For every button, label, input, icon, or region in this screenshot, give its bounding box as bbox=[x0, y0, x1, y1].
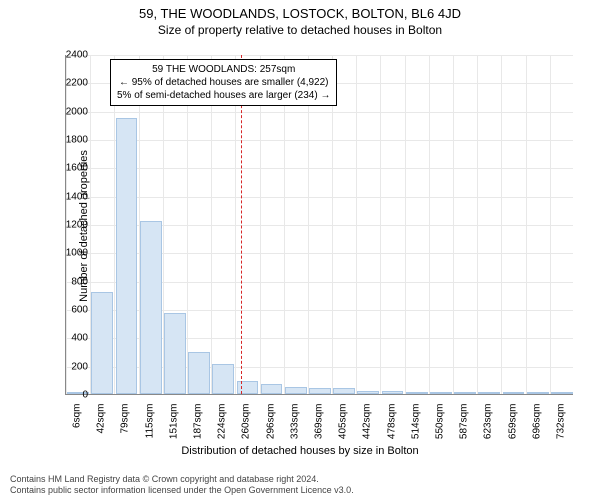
x-tick-label: 151sqm bbox=[168, 404, 179, 444]
x-tick-label: 79sqm bbox=[120, 404, 131, 444]
y-tick-label: 1600 bbox=[48, 163, 88, 174]
x-tick-label: 224sqm bbox=[217, 404, 228, 444]
gridline-v bbox=[429, 55, 430, 394]
gridline-h bbox=[66, 140, 573, 141]
y-tick-label: 200 bbox=[48, 361, 88, 372]
info-box-line1: 59 THE WOODLANDS: 257sqm bbox=[117, 63, 330, 76]
x-tick-label: 696sqm bbox=[531, 404, 542, 444]
x-tick-label: 732sqm bbox=[555, 404, 566, 444]
x-tick-label: 369sqm bbox=[314, 404, 325, 444]
x-tick-label: 550sqm bbox=[434, 404, 445, 444]
y-tick-label: 2000 bbox=[48, 106, 88, 117]
histogram-bar bbox=[309, 388, 331, 394]
y-tick-label: 0 bbox=[48, 390, 88, 401]
footer-line1: Contains HM Land Registry data © Crown c… bbox=[10, 474, 590, 485]
gridline-v bbox=[405, 55, 406, 394]
plot-area bbox=[65, 55, 573, 395]
gridline-v bbox=[453, 55, 454, 394]
y-tick-label: 1800 bbox=[48, 135, 88, 146]
gridline-v bbox=[356, 55, 357, 394]
histogram-bar bbox=[188, 352, 210, 395]
chart-container: 59, THE WOODLANDS, LOSTOCK, BOLTON, BL6 … bbox=[0, 0, 600, 500]
y-tick-label: 400 bbox=[48, 333, 88, 344]
histogram-bar bbox=[357, 391, 379, 394]
histogram-bar bbox=[527, 392, 549, 394]
x-tick-label: 405sqm bbox=[338, 404, 349, 444]
y-tick-label: 800 bbox=[48, 276, 88, 287]
x-tick-label: 478sqm bbox=[386, 404, 397, 444]
histogram-bar bbox=[551, 392, 573, 394]
x-tick-label: 115sqm bbox=[144, 404, 155, 444]
x-tick-label: 623sqm bbox=[483, 404, 494, 444]
x-tick-label: 514sqm bbox=[410, 404, 421, 444]
histogram-bar bbox=[478, 392, 500, 394]
histogram-bar bbox=[237, 381, 259, 394]
gridline-v bbox=[477, 55, 478, 394]
x-tick-label: 333sqm bbox=[289, 404, 300, 444]
y-tick-label: 1000 bbox=[48, 248, 88, 259]
histogram-bar bbox=[140, 221, 162, 394]
footer-line2: Contains public sector information licen… bbox=[10, 485, 590, 496]
gridline-v bbox=[550, 55, 551, 394]
y-tick-label: 600 bbox=[48, 305, 88, 316]
histogram-bar bbox=[116, 118, 138, 394]
gridline-v bbox=[380, 55, 381, 394]
x-tick-label: 442sqm bbox=[362, 404, 373, 444]
histogram-bar bbox=[454, 392, 476, 394]
gridline-v bbox=[501, 55, 502, 394]
x-tick-label: 659sqm bbox=[507, 404, 518, 444]
histogram-bar bbox=[261, 384, 283, 394]
histogram-bar bbox=[333, 388, 355, 394]
info-box: 59 THE WOODLANDS: 257sqm← 95% of detache… bbox=[110, 59, 337, 106]
x-axis-label: Distribution of detached houses by size … bbox=[0, 445, 600, 457]
histogram-bar bbox=[430, 392, 452, 394]
x-tick-label: 296sqm bbox=[265, 404, 276, 444]
gridline-h bbox=[66, 55, 573, 56]
footer-text: Contains HM Land Registry data © Crown c… bbox=[10, 474, 590, 496]
gridline-v bbox=[526, 55, 527, 394]
y-tick-label: 1200 bbox=[48, 220, 88, 231]
histogram-bar bbox=[406, 392, 428, 394]
x-tick-label: 6sqm bbox=[72, 404, 83, 444]
x-tick-label: 187sqm bbox=[193, 404, 204, 444]
histogram-bar bbox=[212, 364, 234, 394]
info-box-line3: 5% of semi-detached houses are larger (2… bbox=[117, 89, 330, 102]
x-tick-label: 260sqm bbox=[241, 404, 252, 444]
histogram-bar bbox=[285, 387, 307, 394]
y-tick-label: 2200 bbox=[48, 78, 88, 89]
gridline-h bbox=[66, 168, 573, 169]
y-tick-label: 2400 bbox=[48, 50, 88, 61]
y-tick-label: 1400 bbox=[48, 191, 88, 202]
histogram-bar bbox=[382, 391, 404, 394]
x-tick-label: 587sqm bbox=[459, 404, 470, 444]
x-tick-label: 42sqm bbox=[96, 404, 107, 444]
histogram-bar bbox=[503, 392, 525, 394]
gridline-h bbox=[66, 112, 573, 113]
info-box-line2: ← 95% of detached houses are smaller (4,… bbox=[117, 76, 330, 89]
chart-subtitle: Size of property relative to detached ho… bbox=[0, 21, 600, 37]
histogram-bar bbox=[164, 313, 186, 394]
gridline-h bbox=[66, 197, 573, 198]
histogram-bar bbox=[91, 292, 113, 394]
chart-title: 59, THE WOODLANDS, LOSTOCK, BOLTON, BL6 … bbox=[0, 0, 600, 21]
